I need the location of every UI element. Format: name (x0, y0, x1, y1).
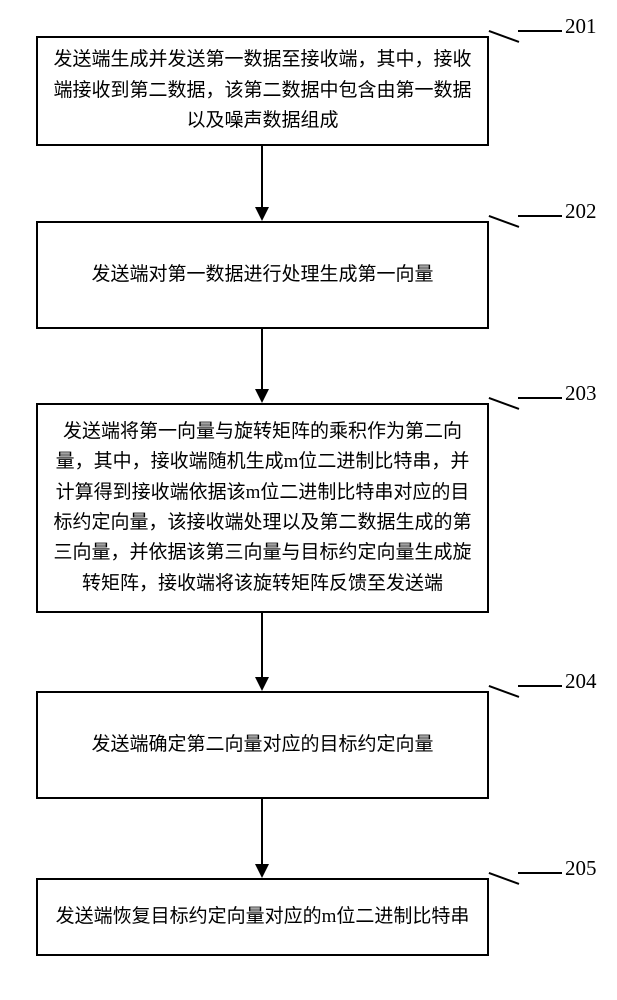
leader-3-diag (489, 397, 520, 409)
arrow-3-head (255, 677, 269, 691)
label-203: 203 (565, 381, 597, 406)
flow-node-4-text: 发送端确定第二向量对应的目标约定向量 (91, 730, 433, 760)
leader-5-horiz (518, 872, 562, 874)
arrow-1-head (255, 207, 269, 221)
label-205: 205 (565, 856, 597, 881)
flow-node-3-text: 发送端将第一向量与旋转矩阵的乘积作为第二向量，其中，接收端随机生成m位二进制比特… (50, 417, 475, 599)
flowchart-canvas: 发送端生成并发送第一数据至接收端，其中，接收端接收到第二数据，该第二数据中包含由… (0, 0, 617, 1000)
label-204: 204 (565, 669, 597, 694)
arrow-3-line (261, 613, 263, 677)
leader-4-diag (489, 685, 520, 697)
arrow-2-line (261, 329, 263, 389)
leader-4-horiz (518, 685, 562, 687)
arrow-1-line (261, 146, 263, 207)
leader-2-diag (489, 215, 520, 227)
flow-node-2-text: 发送端对第一数据进行处理生成第一向量 (91, 260, 433, 290)
flow-node-5-text: 发送端恢复目标约定向量对应的m位二进制比特串 (56, 902, 470, 932)
flow-node-2: 发送端对第一数据进行处理生成第一向量 (36, 221, 489, 329)
arrow-4-head (255, 864, 269, 878)
leader-1-diag (489, 30, 520, 42)
leader-1-horiz (518, 30, 562, 32)
leader-3-horiz (518, 397, 562, 399)
label-201: 201 (565, 14, 597, 39)
flow-node-1-text: 发送端生成并发送第一数据至接收端，其中，接收端接收到第二数据，该第二数据中包含由… (50, 45, 475, 136)
flow-node-1: 发送端生成并发送第一数据至接收端，其中，接收端接收到第二数据，该第二数据中包含由… (36, 36, 489, 146)
arrow-2-head (255, 389, 269, 403)
flow-node-4: 发送端确定第二向量对应的目标约定向量 (36, 691, 489, 799)
flow-node-3: 发送端将第一向量与旋转矩阵的乘积作为第二向量，其中，接收端随机生成m位二进制比特… (36, 403, 489, 613)
label-202: 202 (565, 199, 597, 224)
arrow-4-line (261, 799, 263, 864)
flow-node-5: 发送端恢复目标约定向量对应的m位二进制比特串 (36, 878, 489, 956)
leader-2-horiz (518, 215, 562, 217)
leader-5-diag (489, 872, 520, 884)
